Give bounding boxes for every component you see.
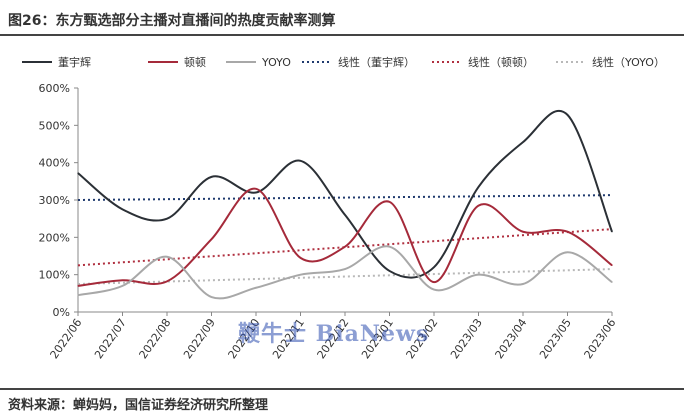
- legend-label: 线性（YOYO）: [592, 55, 665, 69]
- series-line: [77, 245, 613, 300]
- data-point: [388, 201, 391, 203]
- footer-divider: [0, 388, 684, 390]
- x-tick-label: 2022/07: [92, 316, 129, 361]
- data-point: [433, 266, 435, 268]
- x-tick-label: 2022/06: [48, 316, 85, 361]
- legend-label: 顿顿: [184, 55, 206, 69]
- data-point: [255, 191, 257, 194]
- data-point: [210, 296, 213, 298]
- x-tick-label: 2023/04: [493, 316, 530, 361]
- y-tick-label: 400%: [39, 157, 70, 170]
- line-chart: 0% 100% 200% 300% 400% 500% 600% 2022/06 2022/07…: [22, 55, 665, 361]
- chart-title: 图26：东方甄选部分主播对直播间的热度贡献率测算: [8, 13, 336, 29]
- y-tick-label: 200%: [39, 231, 70, 244]
- y-tick-label: 300%: [39, 194, 70, 207]
- trend-line: [77, 268, 613, 285]
- data-point: [77, 172, 79, 174]
- data-point: [611, 264, 613, 266]
- chart-area: 0% 100% 200% 300% 400% 500% 600% 2022/06 2022/07…: [0, 36, 684, 376]
- y-tick-label: 100%: [39, 269, 70, 282]
- data-point: [477, 186, 480, 188]
- watermark: 鞭牛士 BiaNews: [238, 321, 430, 347]
- data-point: [210, 176, 213, 178]
- data-point: [166, 280, 168, 282]
- trend-line: [77, 194, 613, 201]
- data-point: [611, 281, 613, 283]
- data-point: [611, 231, 613, 233]
- data-point: [255, 188, 257, 190]
- data-point: [433, 289, 435, 291]
- data-point: [344, 214, 346, 216]
- source-note: 资料来源：蝉妈妈，国信证券经济研究所整理: [8, 398, 269, 413]
- data-point: [433, 281, 435, 283]
- data-point: [121, 279, 124, 281]
- data-point: [166, 218, 168, 220]
- data-point: [77, 285, 79, 287]
- x-tick-label: 2022/08: [137, 316, 174, 361]
- data-point: [522, 141, 524, 143]
- data-point: [522, 231, 524, 233]
- data-point: [121, 208, 124, 210]
- y-tick-label: 600%: [39, 82, 70, 95]
- series-line: [77, 109, 613, 279]
- data-point: [566, 231, 569, 233]
- x-tick-label: 2022/09: [181, 316, 218, 361]
- legend-label: YOYO: [261, 56, 291, 69]
- title-bar: 图26：东方甄选部分主播对直播间的热度贡献率测算: [0, 0, 684, 36]
- data-point: [299, 160, 302, 162]
- series-line: [77, 187, 613, 287]
- x-tick-label: 2023/06: [582, 316, 619, 361]
- data-point: [566, 114, 569, 116]
- x-tick-label: 2023/05: [537, 316, 574, 361]
- data-point: [299, 274, 302, 276]
- data-point: [344, 268, 346, 270]
- data-point: [477, 274, 480, 276]
- data-point: [388, 270, 391, 272]
- data-point: [388, 246, 391, 248]
- data-point: [566, 251, 569, 253]
- data-point: [166, 256, 168, 258]
- data-point: [522, 283, 524, 285]
- legend-label: 线性（董宇辉）: [338, 55, 415, 69]
- data-point: [299, 257, 302, 259]
- data-point: [121, 285, 124, 287]
- data-point: [210, 238, 213, 240]
- legend-label: 董宇辉: [58, 56, 91, 69]
- legend-label: 线性（顿顿）: [468, 55, 534, 69]
- data-point: [477, 205, 480, 207]
- data-point: [255, 287, 257, 289]
- data-point: [344, 246, 346, 248]
- y-tick-label: 500%: [39, 119, 70, 132]
- y-tick-label: 0%: [53, 306, 70, 319]
- trend-line: [77, 228, 613, 267]
- data-point: [77, 294, 79, 296]
- x-tick-label: 2023/03: [448, 316, 485, 361]
